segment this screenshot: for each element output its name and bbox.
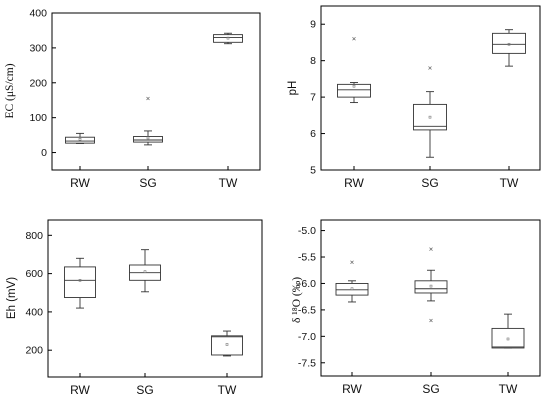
ec-mean-marker	[78, 137, 82, 141]
ec-box	[213, 34, 243, 43]
d18o-y-tick-label: -6.0	[298, 278, 316, 290]
ph-y-tick-label: 9	[310, 19, 316, 31]
ph-box	[337, 83, 371, 98]
ec-category-label: RW	[70, 176, 90, 190]
eh-y-tick-label: 400	[25, 306, 43, 318]
ph-y-tick-label: 7	[310, 92, 316, 104]
d18o-category-label: RW	[342, 382, 362, 396]
d18o-y-axis-label: δ ¹⁸O (‰)	[291, 277, 303, 323]
ph-mean-marker	[428, 115, 432, 119]
d18o-panel: δ ¹⁸O (‰) -7.5 -7.0 -6.5 -6.0 -5.5 -5.0 RW SG TW	[291, 219, 541, 396]
ph-mean-marker	[507, 42, 511, 46]
ec-category-label: TW	[219, 176, 238, 190]
eh-y-tick-label: 800	[25, 230, 43, 242]
ec-category-label: SG	[139, 176, 156, 190]
eh-box	[64, 266, 96, 298]
eh-category-label: RW	[70, 383, 90, 397]
ph-category-label: SG	[421, 176, 438, 190]
ec-plot-frame	[51, 12, 261, 171]
eh-category-label: TW	[218, 383, 237, 397]
ph-outlier-marker	[428, 66, 432, 70]
ec-y-axis-label: EC (μS/cm)	[4, 63, 16, 118]
ph-mean-marker	[352, 84, 356, 88]
d18o-mean-marker	[429, 284, 433, 288]
d18o-category-label: TW	[499, 382, 518, 396]
ph-y-axis-label: pH	[287, 81, 299, 96]
ph-y-tick-label: 6	[310, 128, 316, 140]
d18o-y-tick-label: -5.0	[298, 225, 316, 237]
ph-outlier-marker	[352, 37, 356, 41]
d18o-category-label: SG	[422, 382, 439, 396]
eh-y-tick-label: 200	[25, 345, 43, 357]
ph-y-tick-label: 8	[310, 55, 316, 67]
d18o-mean-marker	[350, 287, 354, 291]
eh-mean-marker	[143, 270, 147, 273]
d18o-mean-marker	[506, 337, 510, 341]
ph-category-label: RW	[344, 176, 364, 190]
eh-y-tick-label: 600	[25, 268, 43, 280]
eh-plot-frame	[47, 219, 263, 378]
d18o-plot-frame	[320, 219, 541, 377]
ec-panel: EC (μS/cm) 0 100 200 300 400 RW SG TW	[4, 8, 261, 190]
ec-mean-marker	[146, 136, 150, 140]
eh-category-label: SG	[136, 383, 153, 397]
d18o-y-tick-label: -7.5	[298, 357, 316, 369]
ph-category-label: TW	[500, 176, 519, 190]
ec-y-tick-label: 0	[41, 147, 47, 159]
ph-y-tick-label: 5	[310, 165, 316, 177]
d18o-box	[335, 283, 369, 296]
ph-panel: pH 5 6 7 8 9 RW SG TW	[287, 5, 541, 190]
eh-mean-marker	[225, 343, 229, 346]
eh-panel: Eh (mV) 200 400 600 800 RW SG TW	[6, 219, 263, 397]
ec-outlier-marker	[146, 96, 150, 101]
ec-y-tick-label: 100	[29, 112, 47, 124]
ec-y-tick-label: 400	[29, 8, 47, 20]
d18o-outlier-marker	[429, 318, 433, 323]
d18o-y-tick-label: -5.5	[298, 252, 316, 264]
ec-mean-marker	[226, 36, 230, 40]
eh-y-axis-label: Eh (mV)	[6, 277, 18, 319]
ec-y-tick-label: 300	[29, 42, 47, 54]
d18o-y-tick-label: -7.0	[298, 331, 316, 343]
d18o-outlier-marker	[350, 260, 354, 265]
d18o-outlier-marker	[429, 247, 433, 251]
ec-y-tick-label: 200	[29, 77, 47, 89]
d18o-y-tick-label: -6.5	[298, 304, 316, 316]
ec-box	[133, 136, 163, 143]
ph-box	[413, 103, 447, 131]
eh-mean-marker	[78, 279, 82, 282]
